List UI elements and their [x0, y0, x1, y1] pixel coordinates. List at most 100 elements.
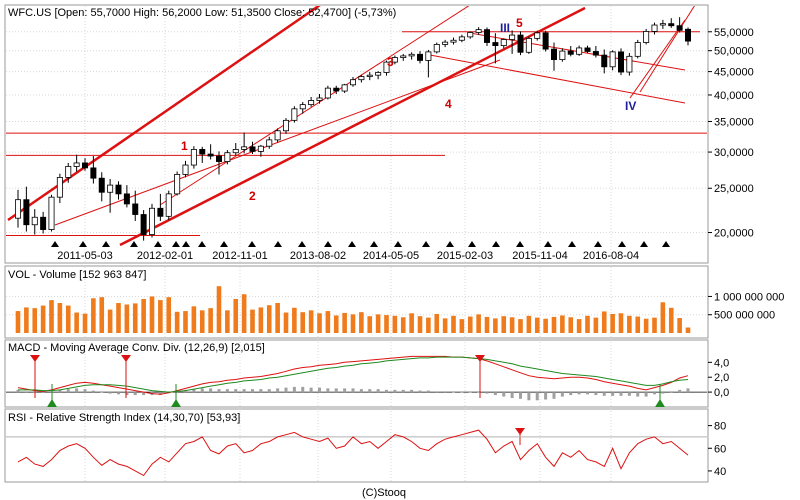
candle: [509, 30, 516, 54]
volume-bar: [65, 305, 71, 333]
candle: [149, 203, 155, 238]
candle: [450, 37, 457, 45]
candle: [257, 144, 264, 157]
price-y-tick-label: 45,0000: [714, 67, 754, 79]
macd-histogram-bar: [376, 389, 380, 393]
candle: [634, 39, 641, 59]
candle: [366, 72, 373, 81]
macd-histogram-bar: [259, 389, 263, 393]
trend-line-channel-high: [159, 6, 470, 206]
date-marker-triangle: [198, 241, 206, 247]
trend-line-up-right-a: [629, 19, 686, 99]
macd-histogram-bar: [284, 387, 288, 393]
macd-histogram-bar: [644, 392, 648, 397]
macd-panel-title: MACD - Moving Average Conv. Div. (12,26,…: [8, 342, 265, 354]
rsi-y-tick-label: 40: [714, 466, 726, 478]
volume-bar: [333, 315, 339, 333]
volume-bar: [342, 312, 347, 333]
volume-bar: [518, 319, 523, 333]
candle: [82, 158, 88, 171]
macd-histogram-bar: [41, 392, 45, 393]
volume-bar: [308, 310, 314, 333]
date-marker-triangle: [618, 241, 626, 247]
candle: [433, 42, 440, 54]
volume-bar: [375, 314, 381, 333]
volume-bar: [476, 314, 481, 333]
x-tick-label: 2012-02-01: [137, 250, 193, 262]
wave-label-3: 3: [387, 55, 394, 69]
candle: [425, 49, 432, 78]
volume-bar: [467, 316, 473, 333]
macd-histogram-bar: [100, 392, 104, 393]
candle: [216, 151, 222, 175]
date-marker-triangle: [220, 241, 228, 247]
wave-label-iv: IV: [625, 99, 636, 113]
date-marker-triangle: [348, 241, 356, 247]
y-axis-ticks: 55,0000 50,0000 45,0000 40,0000 35,0000 30,00…: [708, 27, 784, 478]
wave-label-4: 4: [445, 97, 452, 111]
candle: [484, 27, 490, 46]
candle: [383, 60, 390, 76]
candle: [132, 190, 139, 221]
volume-bar: [635, 316, 641, 333]
macd-histogram-bar: [477, 392, 481, 393]
macd-histogram-bar: [594, 392, 598, 396]
candle: [232, 143, 239, 156]
date-marker-triangle: [182, 241, 190, 247]
date-marker-triangle: [516, 241, 524, 247]
macd-histogram-bar: [493, 392, 497, 396]
candle: [266, 136, 273, 149]
macd-histogram-bar: [552, 392, 556, 399]
volume-bar: [652, 317, 657, 333]
rsi-lines: [6, 429, 707, 477]
date-markers: [51, 241, 670, 247]
volume-bar: [74, 312, 79, 333]
macd-histogram-bar: [267, 389, 271, 393]
date-marker-triangle: [370, 241, 378, 247]
macd-histogram-bar: [418, 390, 422, 393]
candle: [559, 48, 566, 62]
macd-histogram-bar: [393, 389, 397, 393]
candle: [333, 85, 340, 94]
volume-bar: [409, 313, 414, 333]
volume-panel-frame: [4, 265, 709, 339]
macd-histogram-bar: [309, 387, 313, 393]
date-marker-triangle: [640, 241, 648, 247]
macd-histogram-bar: [234, 389, 238, 393]
volume-bar: [258, 307, 264, 333]
volume-bar: [325, 311, 331, 333]
candle: [65, 162, 72, 183]
candle: [341, 83, 348, 93]
price-y-tick-label: 55,0000: [714, 27, 754, 39]
macd-histogram-bar: [276, 388, 280, 393]
volume-bar: [551, 316, 557, 333]
volume-bar: [116, 303, 121, 333]
macd-histogram-bar: [66, 389, 70, 393]
macd-histogram-bar: [209, 388, 213, 393]
candle: [525, 36, 532, 54]
macd-histogram-bar: [426, 390, 430, 393]
candle: [40, 211, 47, 234]
volume-bar: [15, 311, 21, 333]
macd-line: [17, 355, 689, 395]
macd-histogram-bar: [83, 389, 87, 393]
candle: [324, 85, 331, 100]
macd-histogram-bar: [359, 389, 363, 393]
macd-histogram-bar: [343, 388, 347, 393]
rsi-line: [17, 429, 689, 477]
candle: [350, 76, 356, 87]
candle: [375, 71, 382, 80]
trend-lines: [7, 6, 695, 247]
volume-bar: [32, 308, 38, 333]
volume-bar: [610, 313, 615, 333]
macd-histogram-bar: [502, 392, 506, 397]
macd-histogram-bar: [401, 389, 405, 393]
volume-bar: [241, 294, 247, 333]
candle: [182, 160, 189, 178]
trend-line-down-low: [429, 54, 686, 104]
candle: [48, 194, 55, 232]
macd-histogram-bar: [251, 389, 254, 393]
date-marker-triangle: [394, 241, 402, 247]
candle: [224, 150, 231, 165]
candle: [190, 146, 197, 169]
